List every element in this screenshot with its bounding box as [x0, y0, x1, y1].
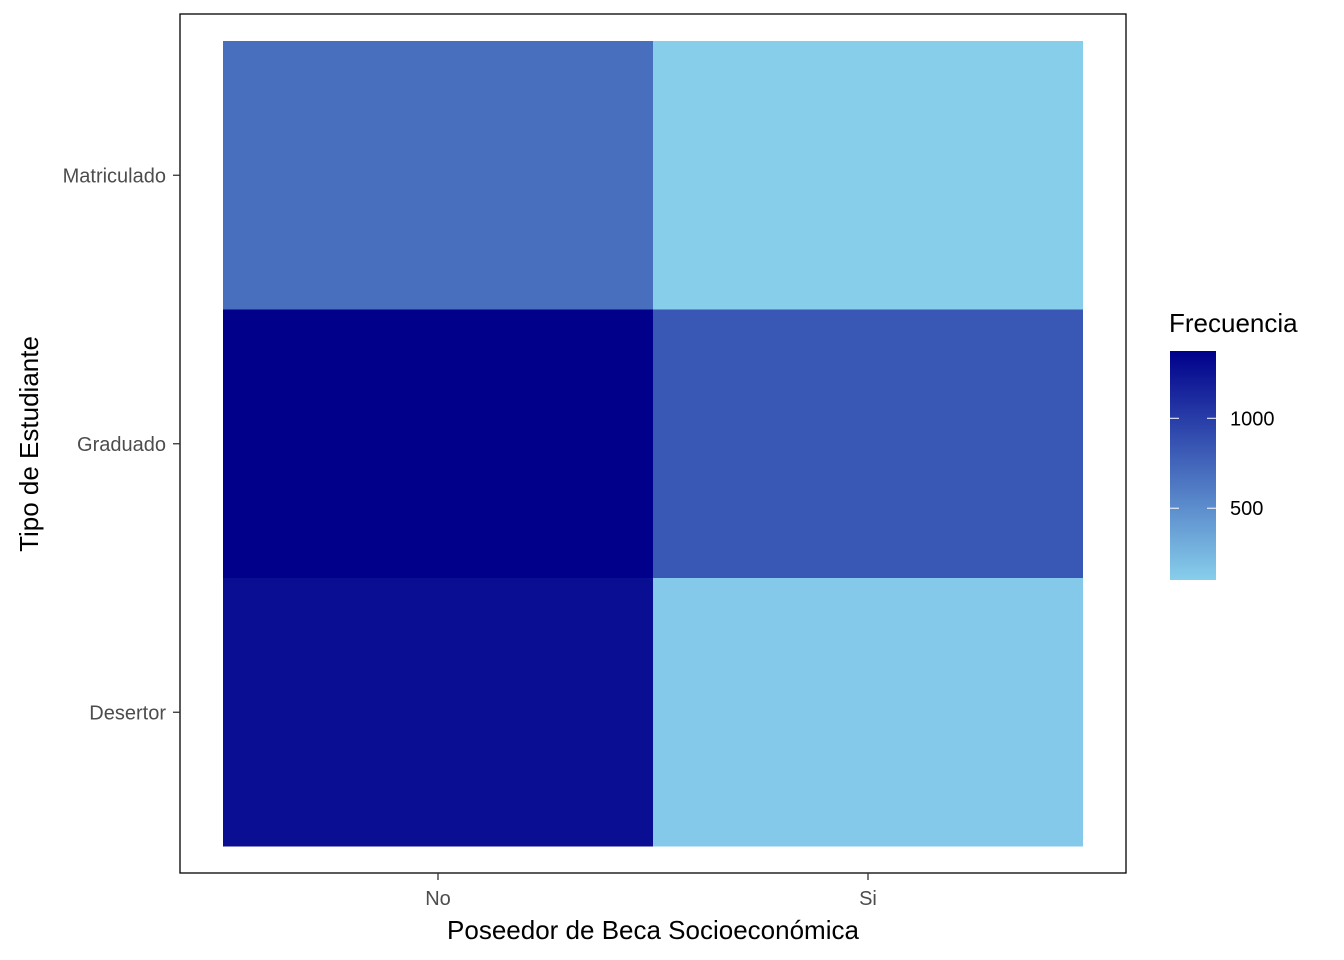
- y-axis: Desertor Graduado Matriculado: [63, 165, 180, 724]
- legend-tick-label: 500: [1230, 498, 1263, 520]
- y-tick-label: Graduado: [77, 434, 166, 456]
- y-tick-label: Matriculado: [63, 165, 166, 187]
- x-axis-title: Poseedor de Beca Socioeconómica: [447, 915, 859, 945]
- legend: Frecuencia 500 1000: [1169, 308, 1298, 580]
- heatmap-cell-si-matriculado: [653, 41, 1083, 310]
- x-tick-label: Si: [859, 888, 877, 910]
- x-tick-label: No: [425, 888, 451, 910]
- legend-tick-label: 1000: [1230, 408, 1275, 430]
- y-axis-title: Tipo de Estudiante: [14, 336, 44, 552]
- legend-title: Frecuencia: [1169, 308, 1298, 338]
- legend-colorbar: [1170, 351, 1216, 580]
- heatmap-cells: [223, 41, 1083, 847]
- x-axis: No Si: [425, 873, 877, 910]
- heatmap-cell-no-graduado: [223, 309, 653, 578]
- legend-ticks: 500 1000: [1170, 408, 1275, 520]
- heatmap-cell-no-matriculado: [223, 41, 653, 310]
- y-tick-label: Desertor: [89, 702, 166, 724]
- heatmap-cell-si-desertor: [653, 578, 1083, 847]
- heatmap-cell-no-desertor: [223, 578, 653, 847]
- heatmap-cell-si-graduado: [653, 309, 1083, 578]
